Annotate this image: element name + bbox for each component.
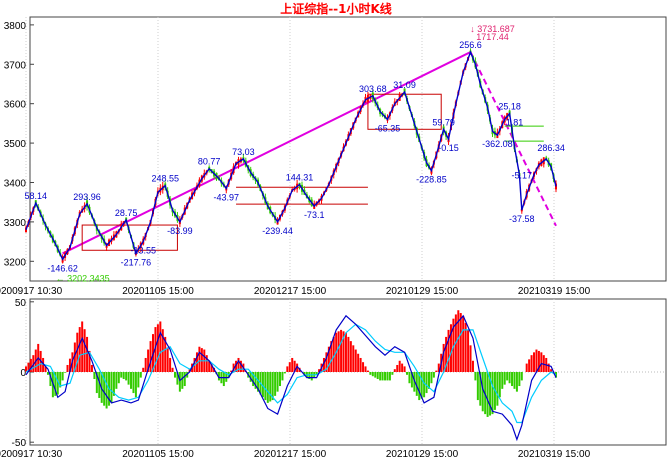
- swing-label: 144.31: [286, 172, 314, 182]
- swing-label: 303.68: [359, 84, 387, 94]
- swing-label: 286.34: [537, 143, 565, 153]
- swing-label: 256.6: [459, 40, 482, 50]
- macd-dif-line: [25, 314, 557, 442]
- macd-x-tick-label: 20200917 10:30: [0, 449, 63, 460]
- price-y-axis: 3200 3300 3400 3500 3600 3700 3800: [4, 21, 34, 268]
- swing-label: 58.14: [25, 191, 48, 201]
- price-y-tick-label: 3700: [4, 60, 27, 71]
- swing-label: 59.79: [432, 117, 455, 127]
- macd-x-tick-label: 20210129 15:00: [386, 449, 459, 460]
- price-y-tick-label: 3400: [4, 178, 27, 189]
- swing-label: -146.62: [47, 263, 78, 273]
- swing-label: 25.18: [498, 102, 521, 112]
- macd-x-tick-label: 20201217 15:00: [254, 449, 327, 460]
- macd-x-tick-label: 20210319 15:00: [518, 449, 591, 460]
- chart-title: 上证综指--1小时K线: [280, 1, 392, 16]
- price-y-tick-label: 3200: [4, 257, 27, 268]
- price-x-axis: 20200917 10:30 20201105 15:00 20201217 15:…: [0, 286, 591, 297]
- swing-label: -362.08: [482, 139, 513, 149]
- macd-y-tick-label: -50: [12, 438, 27, 449]
- swing-label: -37.58: [509, 214, 535, 224]
- swing-label: -217.76: [121, 257, 152, 267]
- macd-y-tick-label: 50: [15, 298, 27, 309]
- swing-label: -239.44: [262, 226, 293, 236]
- zigzag-series: [25, 50, 557, 261]
- swing-label: 73.03: [232, 147, 255, 157]
- special-label: ← 3202.3435: [56, 273, 110, 283]
- swing-label: 31.09: [393, 80, 416, 90]
- range-box: [81, 224, 178, 251]
- swing-label: -5.17: [512, 171, 533, 181]
- trendline: [469, 51, 557, 227]
- swing-label: 28.75: [115, 208, 138, 218]
- special-label: ↓ 3731.687: [470, 24, 515, 34]
- price-x-tick-label: 20210319 15:00: [518, 286, 591, 297]
- price-y-tick-label: 3600: [4, 100, 27, 111]
- price-panel-frame: [29, 16, 667, 282]
- macd-dea-line: [25, 323, 557, 424]
- swing-label: -83.99: [167, 226, 193, 236]
- swing-label: -0.15: [438, 143, 459, 153]
- swing-label: -228.85: [416, 175, 447, 185]
- price-x-tick-label: 20201105 15:00: [122, 286, 194, 297]
- candle-body: [555, 183, 557, 190]
- swing-label: 248.55: [151, 174, 179, 184]
- price-x-tick-label: 20201217 15:00: [254, 286, 327, 297]
- swing-label: -73.1: [304, 210, 325, 220]
- zigzag-line: [25, 50, 557, 261]
- trendline: [62, 51, 471, 255]
- swing-label: 80.77: [198, 157, 221, 167]
- special-label: 1717.44: [476, 32, 509, 42]
- swing-label: -43.97: [214, 192, 240, 202]
- price-y-tick-label: 3500: [4, 139, 27, 150]
- swing-label: 293.96: [73, 192, 101, 202]
- swing-label: -13.55: [130, 246, 156, 256]
- macd-x-axis: 20200917 10:30 20201105 15:00 20201217 15:…: [0, 449, 591, 460]
- swing-label: -65.35: [375, 123, 401, 133]
- price-x-tick-label: 20200917 10:30: [0, 286, 63, 297]
- price-y-tick-label: 3300: [4, 218, 27, 229]
- macd-lines: [25, 314, 557, 442]
- swing-label: 1.81: [506, 117, 524, 127]
- price-x-tick-label: 20210129 15:00: [386, 286, 459, 297]
- macd-y-tick-label: 0: [20, 368, 26, 379]
- price-y-tick-label: 3800: [4, 21, 27, 32]
- swing-labels: 58.14 293.96 -146.62 28.75 -217.76-13.55 248.…: [25, 24, 565, 283]
- macd-x-tick-label: 20201105 15:00: [122, 449, 194, 460]
